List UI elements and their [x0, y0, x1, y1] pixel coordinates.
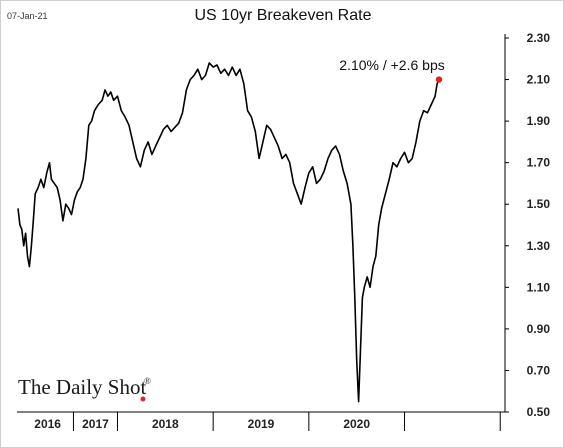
logo-registered-mark: ® [144, 376, 151, 386]
y-tick-label: 0.70 [527, 363, 551, 377]
date-stamp: 07-Jan-21 [7, 11, 48, 21]
plot-area [17, 62, 443, 403]
x-tick-label: 2018 [152, 417, 179, 431]
logo: The Daily Shot ® [18, 375, 151, 402]
last-value-annotation: 2.10% / +2.6 bps [339, 57, 444, 73]
chart-title: US 10yr Breakeven Rate [195, 7, 372, 24]
series-line [17, 62, 440, 403]
x-tick-label: 2017 [82, 417, 109, 431]
y-tick-label: 2.30 [527, 31, 551, 45]
y-tick-label: 1.90 [527, 114, 551, 128]
y-tick-label: 0.90 [527, 322, 551, 336]
logo-dot [140, 396, 146, 402]
logo-text: The Daily Shot [18, 375, 146, 399]
y-tick-label: 1.70 [527, 156, 551, 170]
y-tick-label: 2.10 [527, 73, 551, 87]
y-tick-label: 1.10 [527, 280, 551, 294]
x-tick-label: 2019 [248, 417, 275, 431]
y-axis: 0.50 0.70 0.90 1.10 1.30 1.50 1.70 1.90 2.10 2.30 [504, 31, 551, 419]
y-tick-label: 0.50 [527, 405, 551, 419]
y-tick-label: 1.50 [527, 197, 551, 211]
y-tick-label: 1.30 [527, 239, 551, 253]
x-axis: 2016 2017 2018 2019 2020 [17, 411, 505, 431]
x-tick-label: 2020 [343, 417, 370, 431]
x-tick-label: 2016 [34, 417, 61, 431]
last-value-point [435, 76, 443, 83]
